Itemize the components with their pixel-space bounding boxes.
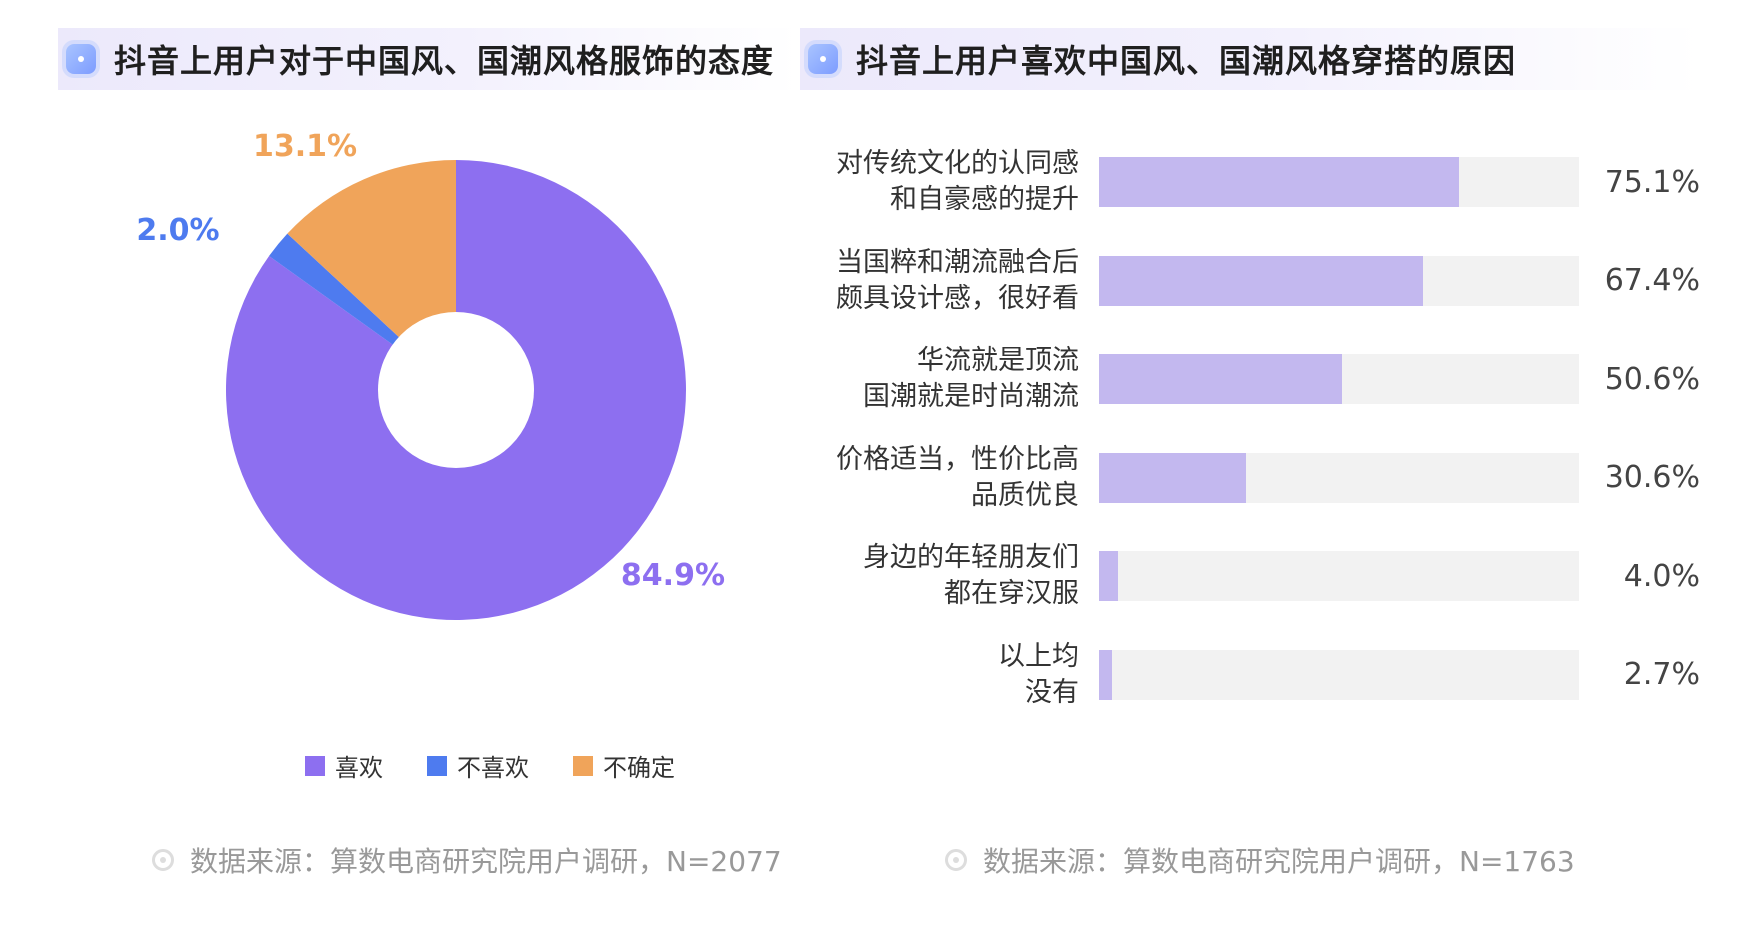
bar-label-line: 对传统文化的认同感	[836, 148, 1079, 179]
donut-chart: 84.9% 2.0% 13.1%	[136, 130, 725, 620]
bar-track	[1099, 255, 1579, 306]
bar-track	[1099, 649, 1579, 700]
legend-label-unsure: 不确定	[603, 754, 675, 782]
bar-category-label: 以上均 没有	[759, 620, 1079, 730]
bar-label-line: 以上均	[998, 640, 1079, 672]
pie-value-label: 2.0%	[136, 213, 219, 248]
bar-value-label: 30.6%	[1604, 460, 1700, 495]
bar-label-line: 华流就是顶流	[917, 345, 1079, 376]
title-bullet-icon	[808, 44, 838, 74]
right-source-text: 数据来源：算数电商研究院用户调研，N=1763	[983, 845, 1575, 878]
left-source-text: 数据来源：算数电商研究院用户调研，N=2077	[190, 845, 782, 878]
bar-row: 以上均 没有 2.7%	[800, 620, 1700, 730]
bar-track	[1099, 354, 1579, 404]
title-bullet-icon	[66, 44, 96, 74]
pie-value-label: 13.1%	[253, 130, 357, 164]
legend-label-dislike: 不喜欢	[457, 754, 529, 782]
right-panel-title: 抖音上用户喜欢中国风、国潮风格穿搭的原因	[856, 42, 1517, 80]
bar	[1099, 255, 1423, 306]
bar-label-line: 当国粹和潮流融合后	[836, 246, 1079, 278]
bar-row: 华流就是顶流 国潮就是时尚潮流 50.6%	[800, 324, 1700, 434]
bar	[1099, 157, 1460, 207]
right-data-source: 数据来源：算数电商研究院用户调研，N=1763	[945, 840, 1575, 880]
bar-label-line: 国潮就是时尚潮流	[863, 381, 1079, 412]
bar-track	[1099, 452, 1579, 503]
bar-value-label: 67.4%	[1604, 263, 1700, 298]
bar-category-label: 当国粹和潮流融合后 颇具设计感，很好看	[759, 226, 1079, 336]
legend-swatch-like	[305, 755, 325, 776]
legend-label-like: 喜欢	[335, 754, 383, 782]
bar-row: 当国粹和潮流融合后 颇具设计感，很好看 67.4%	[800, 226, 1700, 336]
left-panel-title-bar: 抖音上用户对于中国风、国潮风格服饰的态度	[58, 28, 798, 90]
left-panel-title: 抖音上用户对于中国风、国潮风格服饰的态度	[114, 42, 775, 80]
bar-label-line: 身边的年轻朋友们	[863, 542, 1079, 573]
bar	[1099, 551, 1119, 601]
legend-item-like: 喜欢	[305, 748, 383, 783]
legend-swatch-unsure	[573, 755, 593, 776]
left-data-source: 数据来源：算数电商研究院用户调研，N=2077	[152, 840, 782, 880]
bar-value-label: 2.7%	[1623, 657, 1700, 692]
bar-label-line: 都在穿汉服	[944, 578, 1079, 609]
bar-category-label: 价格适当，性价比高 品质优良	[759, 423, 1079, 533]
bar-label-line: 颇具设计感，很好看	[836, 282, 1079, 314]
pie-value-label: 84.9%	[621, 558, 725, 593]
bar-row: 对传统文化的认同感 和自豪感的提升 75.1%	[800, 127, 1700, 237]
bar	[1099, 452, 1246, 503]
bar-category-label: 华流就是顶流 国潮就是时尚潮流	[759, 324, 1079, 434]
legend-swatch-dislike	[427, 755, 447, 776]
bar-value-label: 75.1%	[1604, 164, 1700, 200]
right-panel-title-bar: 抖音上用户喜欢中国风、国潮风格穿搭的原因	[800, 28, 1700, 90]
bar	[1099, 649, 1112, 700]
bar-label-line: 品质优良	[971, 479, 1079, 511]
bar-value-label: 4.0%	[1623, 558, 1700, 594]
bar-value-label: 50.6%	[1604, 361, 1700, 397]
bar-track	[1099, 551, 1579, 601]
bar-track	[1099, 157, 1579, 207]
bar-category-label: 对传统文化的认同感 和自豪感的提升	[759, 127, 1079, 237]
legend-item-dislike: 不喜欢	[427, 748, 529, 783]
bar-category-label: 身边的年轻朋友们 都在穿汉服	[759, 521, 1079, 631]
bar-label-line: 没有	[1025, 676, 1079, 708]
bar-row: 价格适当，性价比高 品质优良 30.6%	[800, 423, 1700, 533]
source-dot-icon	[945, 849, 967, 871]
bar-label-line: 和自豪感的提升	[890, 184, 1079, 215]
source-dot-icon	[152, 849, 174, 871]
bar	[1099, 354, 1342, 404]
bar-row: 身边的年轻朋友们 都在穿汉服 4.0%	[800, 521, 1700, 631]
bar-label-line: 价格适当，性价比高	[836, 443, 1079, 475]
donut-hole	[378, 312, 534, 468]
legend-item-unsure: 不确定	[573, 748, 675, 783]
pie-legend: 喜欢 不喜欢 不确定	[305, 748, 675, 783]
